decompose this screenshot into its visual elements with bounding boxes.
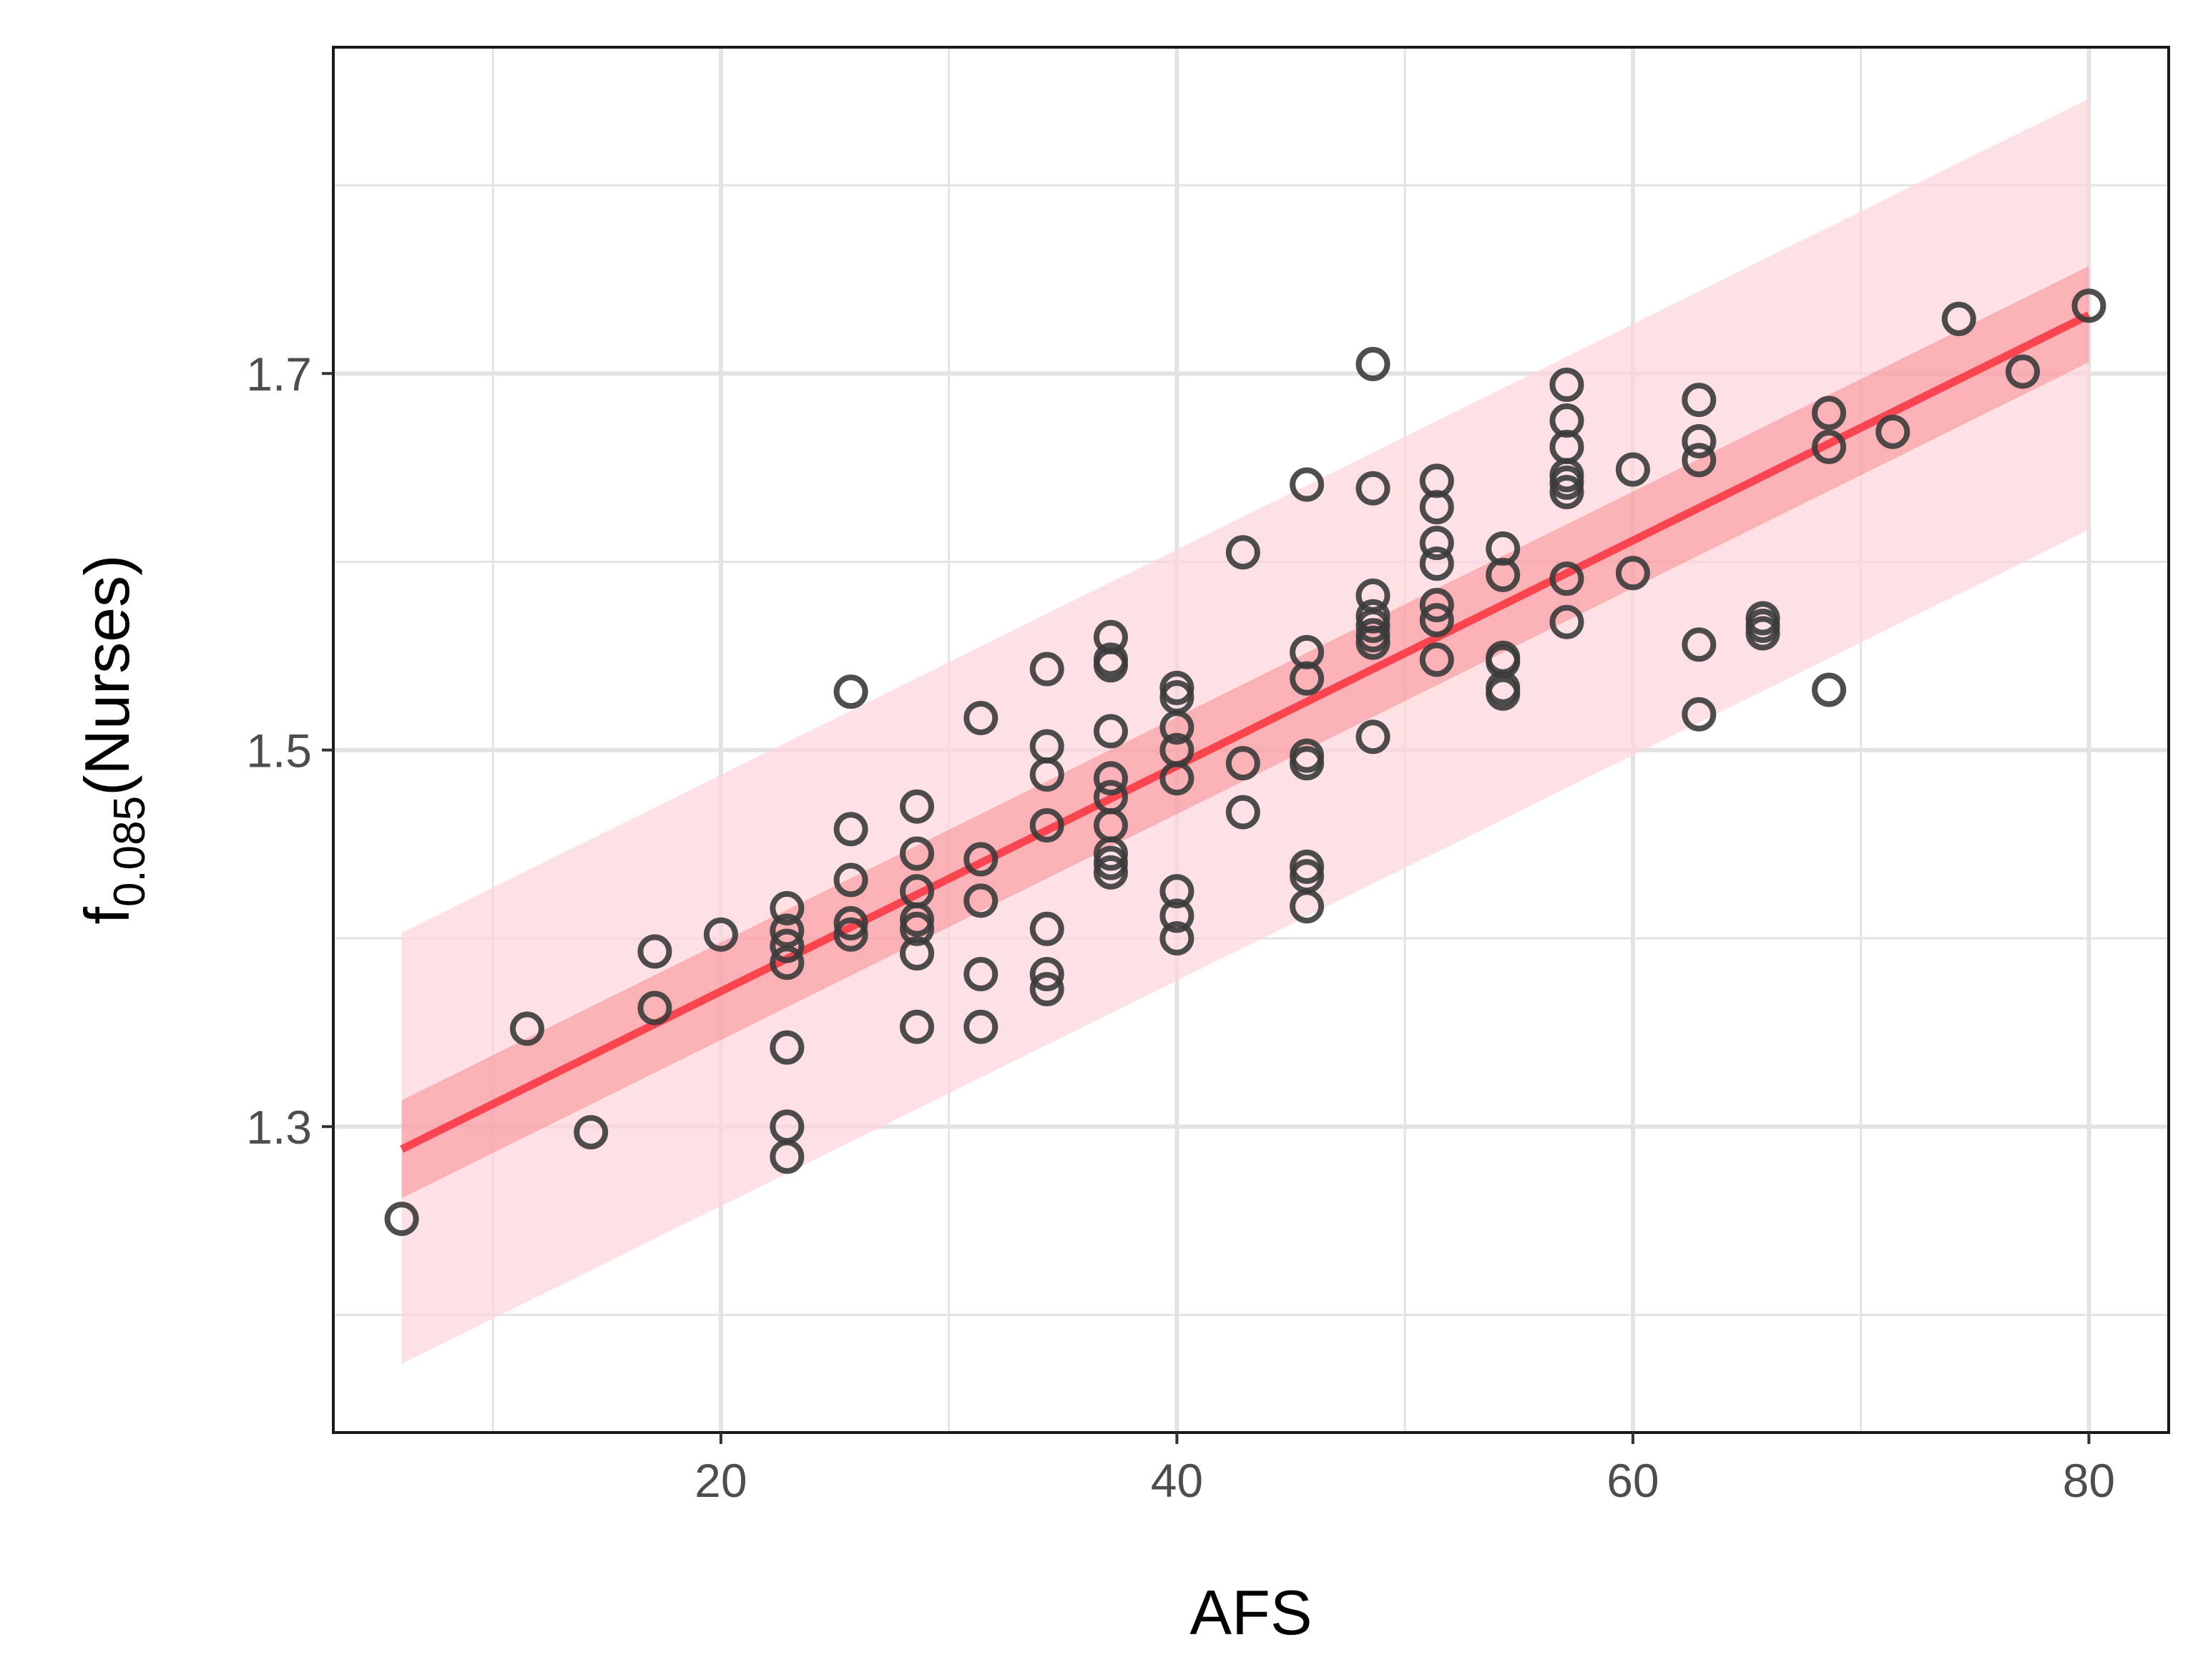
- data-point: [1159, 874, 1194, 909]
- data-point: [1029, 972, 1064, 1007]
- data-point: [1419, 546, 1454, 581]
- data-point: [1682, 383, 1717, 418]
- data-point: [1419, 642, 1454, 677]
- data-point: [1745, 616, 1780, 651]
- data-point: [1941, 301, 1976, 336]
- data-point: [963, 842, 999, 877]
- data-point: [1029, 757, 1064, 792]
- x-axis-ticks: 20 40 60 80: [695, 1433, 2115, 1507]
- data-point: [1682, 443, 1717, 478]
- data-point: [900, 936, 935, 971]
- x-axis-title: AFS: [1189, 1577, 1312, 1648]
- plot-frame: [332, 46, 2170, 1434]
- y-tick-label: 1.3: [246, 1101, 312, 1154]
- data-point: [770, 1030, 805, 1065]
- regression-line: [400, 311, 2091, 1153]
- data-point: [1029, 808, 1064, 843]
- data-point: [1029, 956, 1064, 991]
- data-point: [900, 911, 935, 946]
- data-point: [1159, 710, 1194, 745]
- data-point: [1093, 761, 1128, 796]
- y-axis-title-prefix: f: [72, 906, 142, 924]
- data-point: [833, 917, 868, 952]
- data-point: [900, 836, 935, 871]
- x-tick-label: 80: [2063, 1454, 2115, 1507]
- y-axis-ticks: 1.3 1.5 1.7: [246, 348, 333, 1154]
- data-point: [637, 991, 672, 1026]
- data-point: [1486, 676, 1521, 711]
- data-point: [963, 883, 999, 918]
- data-point: [1290, 746, 1325, 781]
- data-point: [1355, 719, 1390, 755]
- data-point: [1355, 471, 1390, 506]
- y-axis-title-subscript: 0.085: [105, 796, 154, 907]
- data-point: [2071, 288, 2106, 323]
- data-point: [509, 1011, 544, 1046]
- data-point: [1159, 920, 1194, 956]
- data-point: [703, 917, 738, 952]
- data-point: [384, 1202, 419, 1237]
- data-point: [1355, 625, 1390, 660]
- data-point: [1225, 746, 1260, 781]
- data-point: [833, 863, 868, 898]
- data-point: [1290, 661, 1325, 696]
- data-point: [1419, 588, 1454, 623]
- y-tick-label: 1.5: [246, 724, 312, 777]
- data-point: [900, 789, 935, 824]
- data-point: [2005, 354, 2040, 389]
- data-point: [1615, 452, 1650, 487]
- data-point: [1875, 414, 1910, 449]
- data-point: [1549, 561, 1584, 596]
- data-point: [770, 890, 805, 925]
- data-point: [1225, 535, 1260, 570]
- data-point: [1093, 855, 1128, 890]
- data-point: [770, 928, 805, 963]
- data-point: [1290, 467, 1325, 502]
- data-point: [1812, 672, 1847, 707]
- data-point: [1486, 557, 1521, 592]
- x-tick-label: 60: [1606, 1454, 1659, 1507]
- data-point: [1093, 648, 1128, 683]
- data-point: [833, 905, 868, 940]
- data-point: [1029, 911, 1064, 946]
- data-point: [1419, 490, 1454, 525]
- data-point: [833, 812, 868, 847]
- data-point: [1812, 429, 1847, 464]
- data-point: [1029, 652, 1064, 687]
- data-point: [1355, 347, 1390, 382]
- data-point: [963, 700, 999, 735]
- data-point: [637, 934, 672, 969]
- y-axis-title: f0.085(Nurses): [72, 555, 154, 925]
- data-point: [770, 945, 805, 981]
- y-tick-label: 1.7: [246, 348, 312, 401]
- data-point: [574, 1115, 609, 1150]
- data-point: [1419, 526, 1454, 561]
- x-tick-label: 40: [1151, 1454, 1203, 1507]
- data-point: [1615, 556, 1650, 591]
- data-point: [1549, 604, 1584, 639]
- data-point: [963, 956, 999, 991]
- data-point: [1682, 627, 1717, 662]
- data-point: [1159, 898, 1194, 933]
- data-point: [1159, 761, 1194, 796]
- data-point: [1549, 368, 1584, 403]
- data-point: [1812, 396, 1847, 431]
- data-point: [833, 674, 868, 709]
- data-point: [1225, 795, 1260, 830]
- data-point: [900, 1009, 935, 1044]
- data-point: [1290, 889, 1325, 924]
- data-point: [1419, 603, 1454, 638]
- data-points: [384, 288, 2106, 1237]
- data-point: [1093, 714, 1128, 749]
- data-point: [1682, 423, 1717, 458]
- regression-line-group: [400, 311, 2091, 1153]
- data-point: [770, 1139, 805, 1174]
- y-axis-title-suffix: (Nurses): [72, 555, 142, 796]
- data-point: [1549, 475, 1584, 510]
- x-tick-label: 20: [695, 1454, 747, 1507]
- data-point: [963, 1009, 999, 1044]
- data-point: [1682, 697, 1717, 732]
- data-point: [770, 913, 805, 948]
